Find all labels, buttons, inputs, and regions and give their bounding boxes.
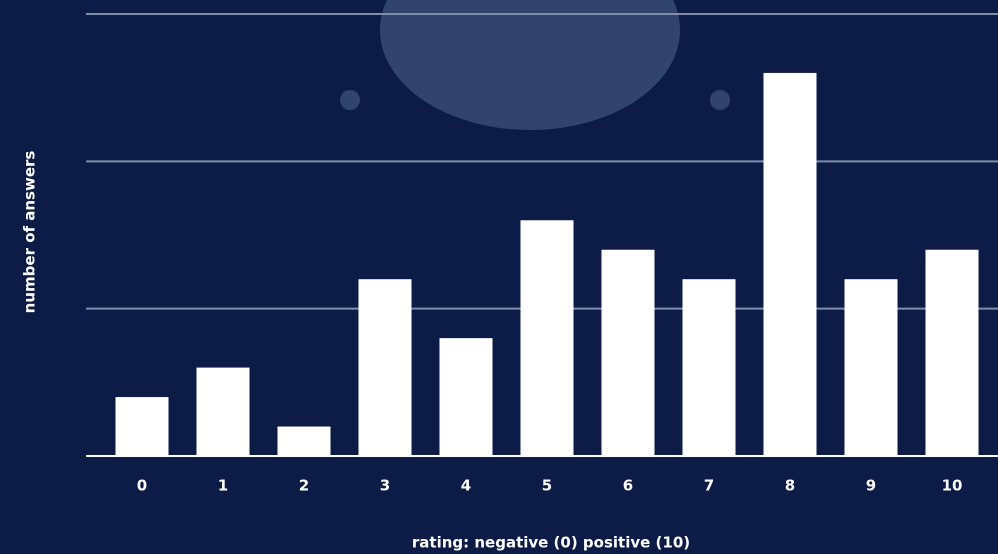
bar [439,338,493,456]
bar [115,397,169,456]
bar [277,426,331,456]
bar [358,279,412,456]
bar [601,249,655,456]
x-tick-label: 6 [623,477,633,495]
bar [520,220,574,456]
x-tick-label: 0 [137,477,147,495]
x-tick-label: 8 [785,477,795,495]
x-tick-label: 5 [542,477,552,495]
bar [844,279,898,456]
x-tick-label: 3 [380,477,390,495]
virus-decoration [340,0,730,130]
x-axis-label: rating: negative (0) positive (10) [412,534,690,552]
y-axis-label: number of answers [21,151,39,314]
bar [682,279,736,456]
bar [763,72,817,456]
x-tick-label: 1 [218,477,228,495]
x-tick-label: 4 [461,477,471,495]
x-tick-label: 9 [866,477,876,495]
bar [925,249,979,456]
bar [196,367,250,456]
x-tick-label: 7 [704,477,714,495]
x-tick-label: 10 [942,477,963,495]
x-tick-label: 2 [299,477,309,495]
